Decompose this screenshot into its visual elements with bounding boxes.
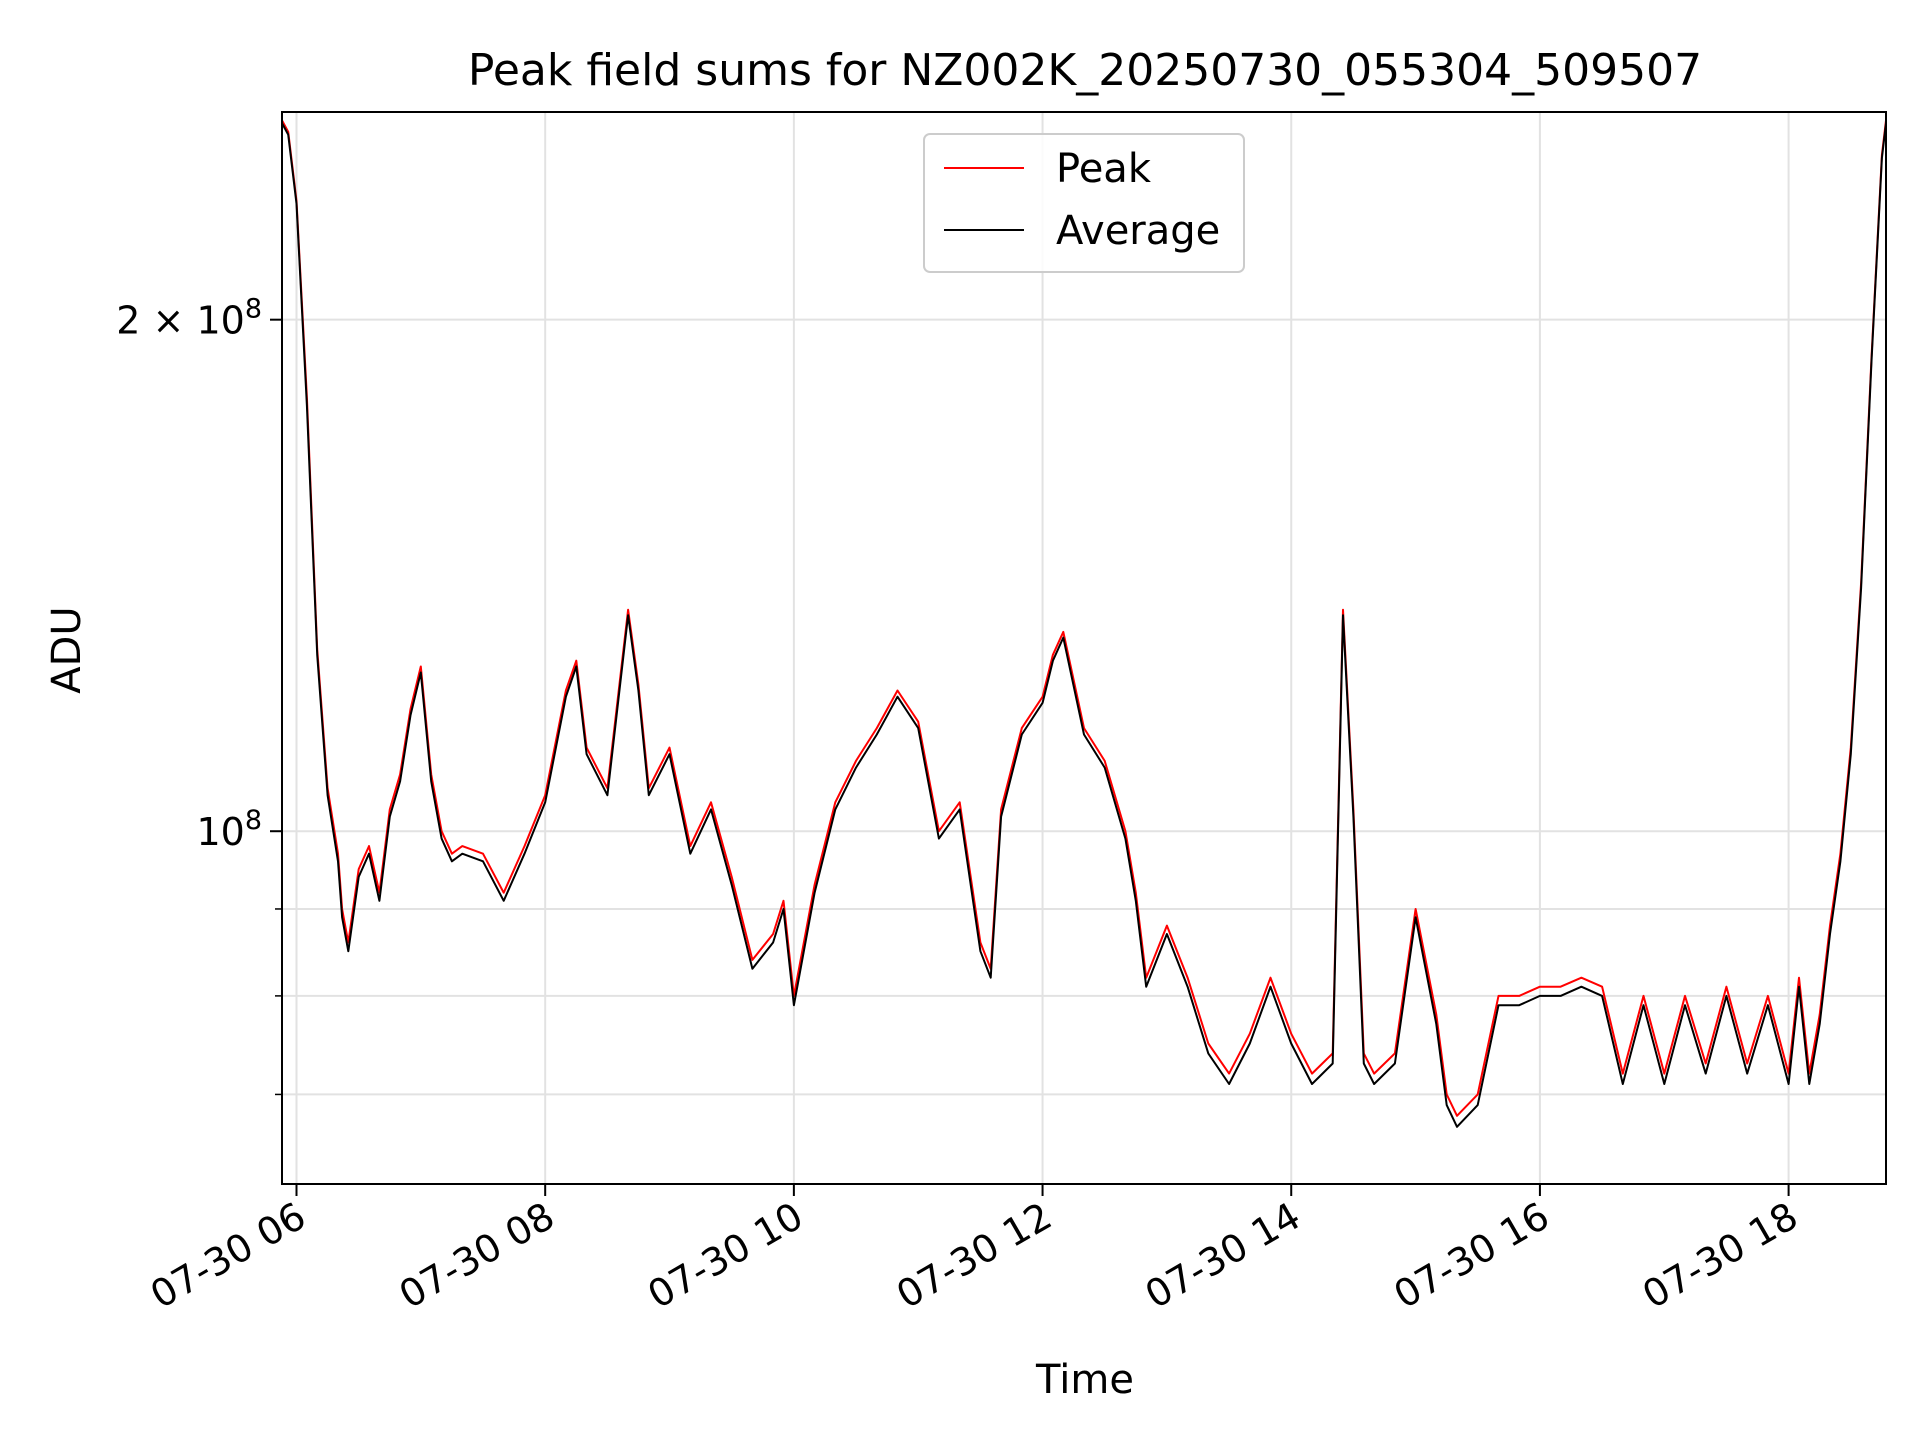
y-axis-label: ADU [44,606,90,693]
legend-label-average: Average [1056,208,1220,254]
series-line-average [282,122,1886,1128]
x-axis-label: Time [1035,1357,1134,1403]
y-tick-label: 2 × 108 [116,294,262,343]
chart-title: Peak field sums for NZ002K_20250730_0553… [468,45,1702,96]
y-tick-label: 108 [196,805,262,854]
legend-label-peak: Peak [1056,146,1152,192]
series-layer [282,119,1886,1128]
series-line-peak [282,119,1886,1117]
legend: Peak Average [923,133,1245,273]
grid [282,112,1886,1184]
plot-frame [281,111,1887,1185]
y-axis-ticks: 108 2 × 108 [116,294,282,1096]
